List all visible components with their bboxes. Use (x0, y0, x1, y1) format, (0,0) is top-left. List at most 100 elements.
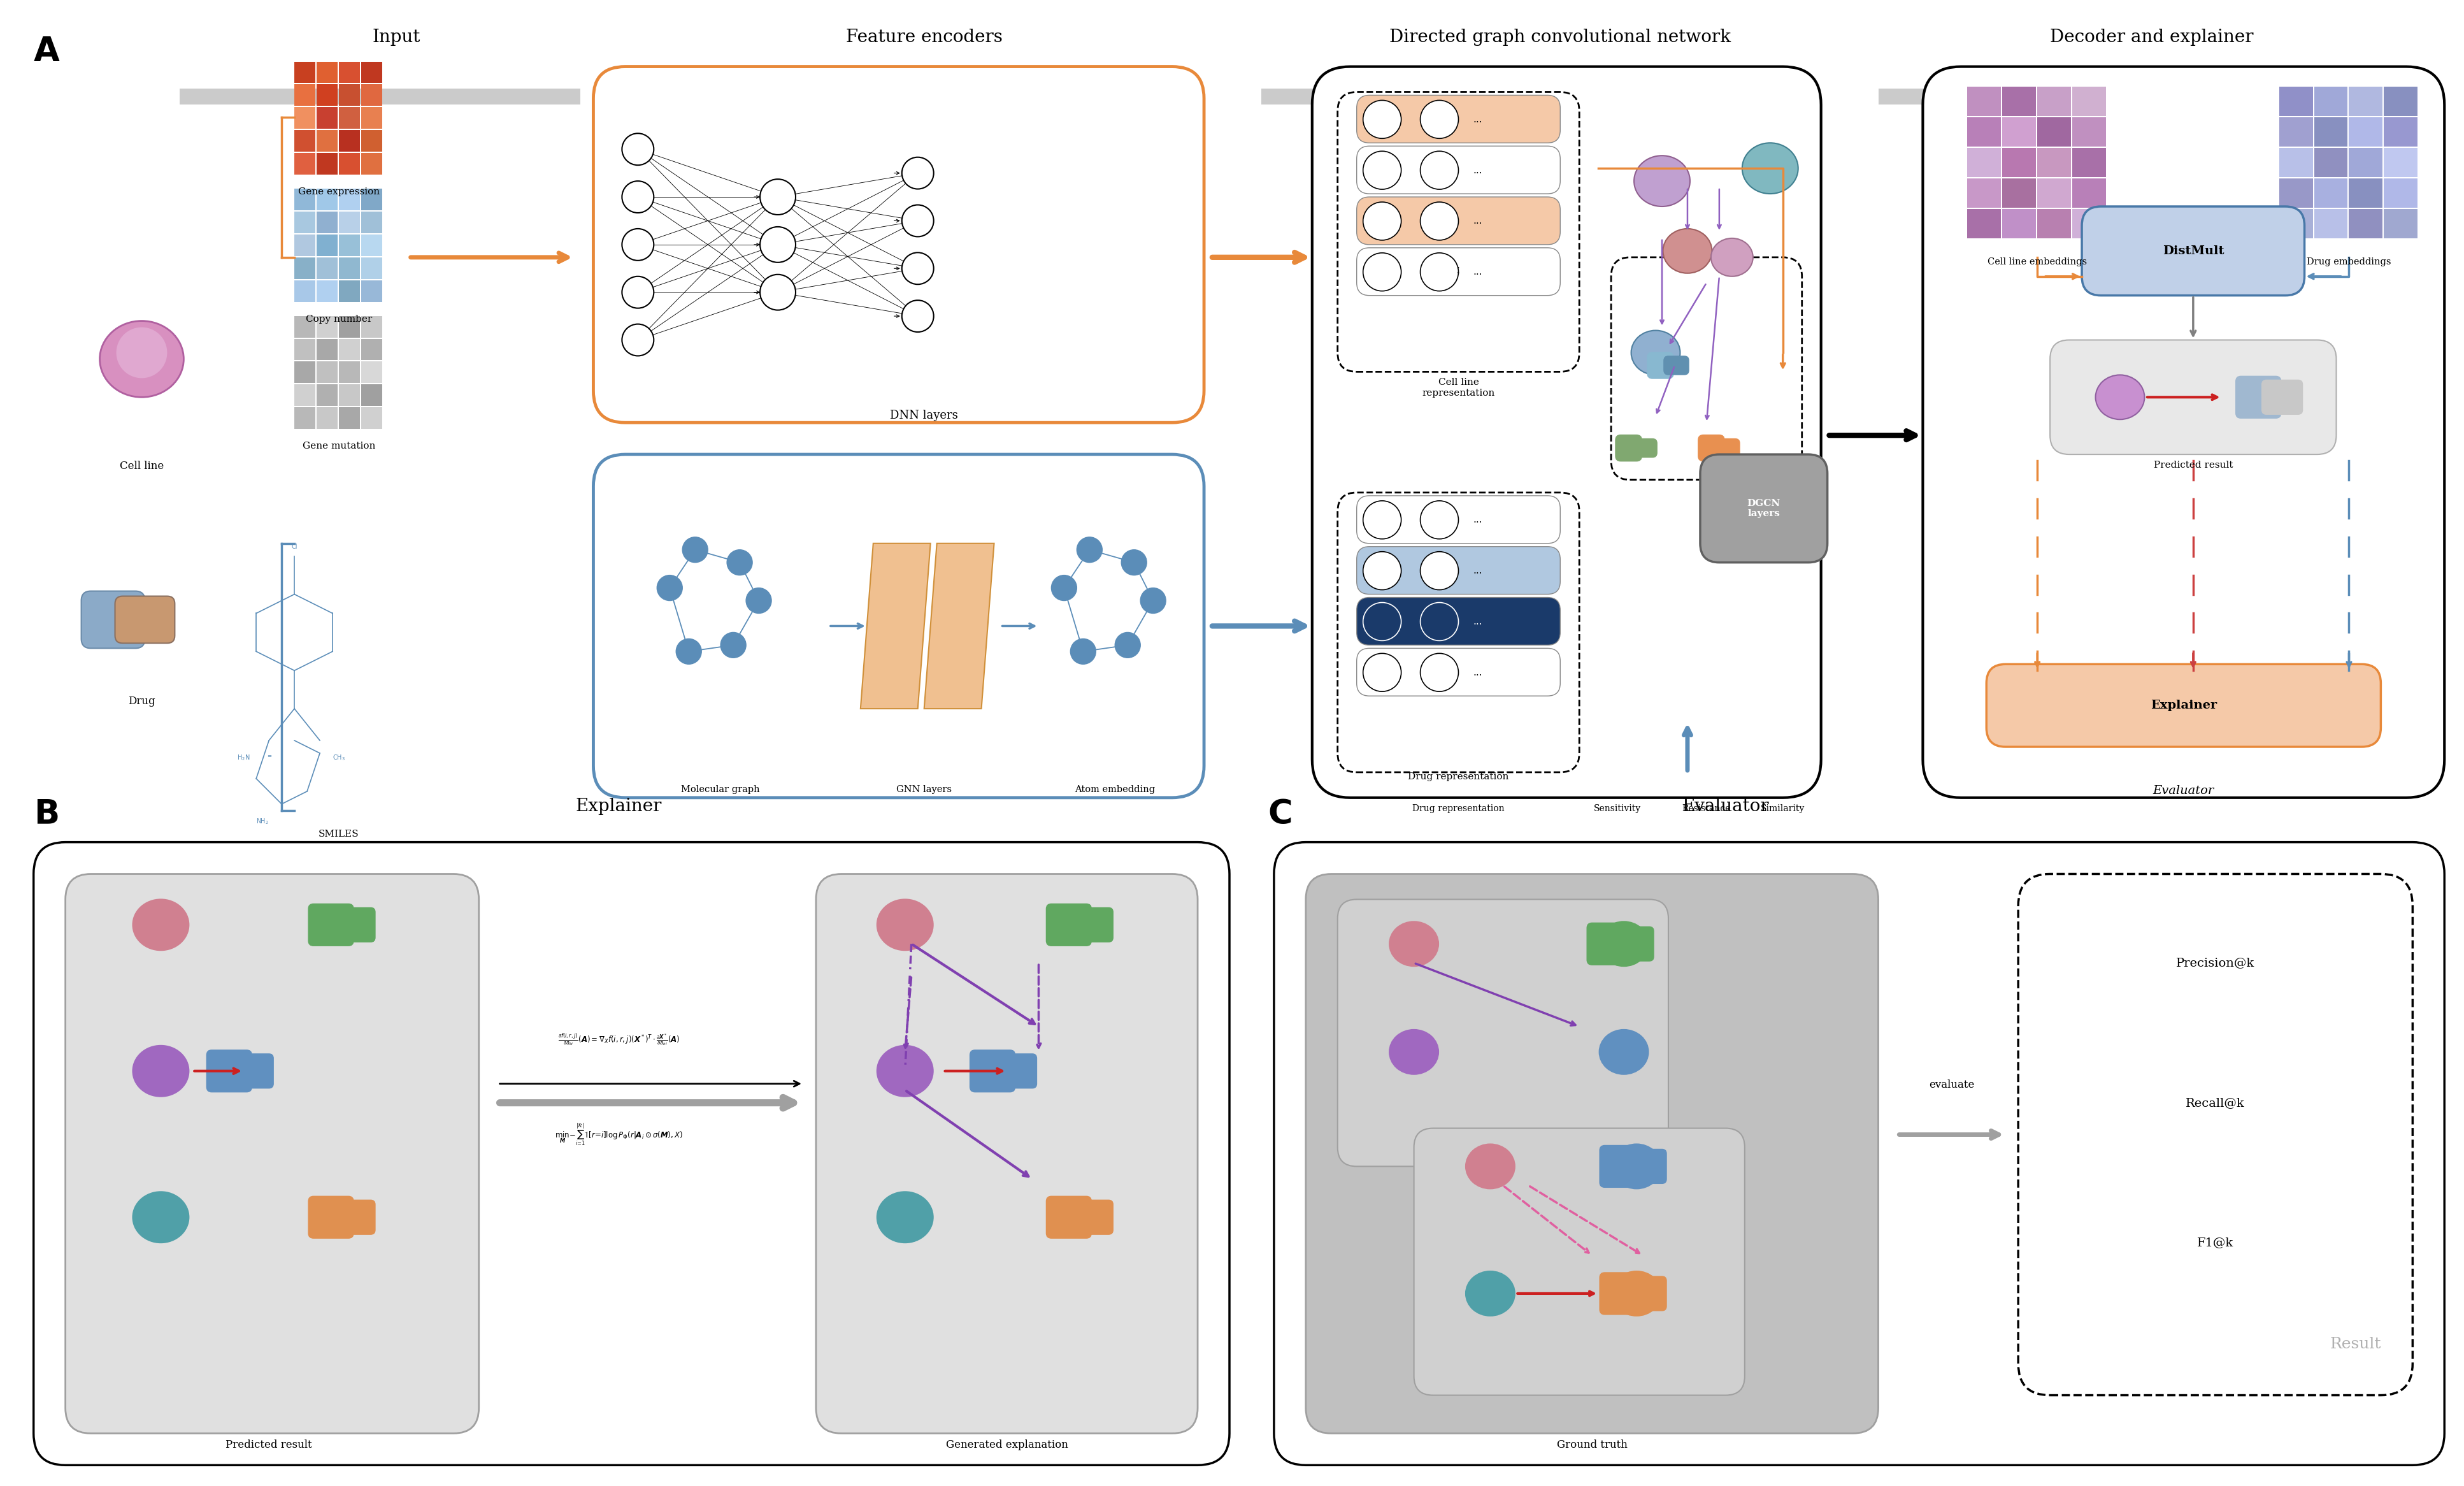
Circle shape (759, 180, 796, 215)
Bar (340, 189, 360, 211)
Text: :: : (1456, 265, 1461, 276)
FancyBboxPatch shape (1274, 843, 2444, 1465)
Polygon shape (924, 544, 993, 709)
Circle shape (759, 227, 796, 263)
Circle shape (1363, 501, 1402, 539)
FancyBboxPatch shape (1663, 357, 1688, 374)
Ellipse shape (1599, 1030, 1648, 1074)
Bar (340, 339, 360, 360)
Bar (340, 235, 360, 256)
Bar (362, 281, 382, 302)
Bar (362, 361, 382, 383)
FancyBboxPatch shape (1072, 908, 1114, 942)
Bar (340, 85, 360, 106)
Bar (293, 257, 315, 279)
Bar (2038, 88, 2072, 116)
Bar (293, 317, 315, 337)
FancyBboxPatch shape (1072, 1201, 1114, 1235)
Ellipse shape (1611, 1144, 1661, 1189)
Text: A: A (34, 34, 59, 68)
Bar (2279, 88, 2314, 116)
Circle shape (1419, 654, 1459, 691)
Text: Drug: Drug (128, 695, 155, 707)
Text: Gene mutation: Gene mutation (303, 441, 375, 450)
Bar (2072, 210, 2107, 238)
Circle shape (1363, 100, 1402, 138)
Text: Feature encoders: Feature encoders (845, 28, 1003, 46)
Text: Similarity: Similarity (1762, 804, 1806, 813)
FancyBboxPatch shape (1631, 438, 1656, 458)
Circle shape (1419, 152, 1459, 189)
Bar (1966, 149, 2001, 177)
Text: Sensitivity: Sensitivity (1594, 804, 1641, 813)
Circle shape (675, 639, 702, 664)
FancyBboxPatch shape (308, 1196, 352, 1238)
Text: Cell line: Cell line (121, 461, 163, 471)
Text: F1@k: F1@k (2198, 1236, 2235, 1248)
Bar (293, 61, 315, 83)
Bar (318, 235, 338, 256)
Bar (362, 407, 382, 429)
Circle shape (1363, 551, 1402, 590)
Circle shape (902, 253, 934, 284)
FancyBboxPatch shape (1698, 435, 1725, 461)
FancyBboxPatch shape (116, 596, 175, 643)
Text: Drug representation: Drug representation (1407, 773, 1508, 782)
Bar (2003, 149, 2035, 177)
Circle shape (1363, 654, 1402, 691)
Bar (362, 235, 382, 256)
Bar (180, 89, 582, 104)
FancyBboxPatch shape (1599, 1272, 1646, 1315)
Ellipse shape (133, 1046, 190, 1097)
FancyBboxPatch shape (34, 843, 1230, 1465)
Bar (318, 131, 338, 152)
Ellipse shape (1611, 1271, 1661, 1315)
Bar (2348, 117, 2383, 147)
FancyBboxPatch shape (2082, 207, 2304, 296)
FancyBboxPatch shape (1358, 95, 1560, 143)
Text: evaluate: evaluate (1929, 1079, 1974, 1091)
Bar (318, 339, 338, 360)
Bar (293, 153, 315, 175)
Bar (2385, 178, 2417, 208)
FancyBboxPatch shape (2235, 376, 2282, 418)
Circle shape (1419, 100, 1459, 138)
Bar (340, 107, 360, 129)
Bar (2385, 210, 2417, 238)
Text: Result: Result (2331, 1337, 2380, 1352)
Circle shape (759, 275, 796, 311)
Circle shape (1114, 633, 1141, 658)
Text: Atom embedding: Atom embedding (1074, 785, 1156, 794)
Text: $\frac{\partial f(i,r,j)}{\partial a_{kl}}(\boldsymbol{A}) = \nabla_X f(i,r,j)(\: $\frac{\partial f(i,r,j)}{\partial a_{kl… (557, 1031, 680, 1046)
FancyBboxPatch shape (1922, 67, 2444, 798)
FancyBboxPatch shape (1626, 1276, 1666, 1311)
Bar (2072, 149, 2107, 177)
FancyBboxPatch shape (1047, 903, 1092, 945)
Text: ...: ... (1473, 516, 1483, 525)
Bar (1262, 89, 1814, 104)
FancyBboxPatch shape (1648, 352, 1673, 379)
Bar (1966, 210, 2001, 238)
Text: ...: ... (1473, 267, 1483, 276)
Bar (318, 85, 338, 106)
Ellipse shape (1390, 921, 1439, 966)
Bar (362, 317, 382, 337)
Circle shape (116, 327, 168, 377)
Bar (2003, 88, 2035, 116)
Circle shape (1419, 253, 1459, 291)
FancyBboxPatch shape (207, 1051, 251, 1092)
Text: DistMult: DistMult (2163, 245, 2225, 257)
Circle shape (1363, 253, 1402, 291)
FancyBboxPatch shape (1414, 1128, 1745, 1395)
Text: ≡: ≡ (266, 753, 271, 759)
Bar (2314, 178, 2348, 208)
Text: ...: ... (1473, 667, 1483, 678)
Bar (362, 61, 382, 83)
FancyBboxPatch shape (1587, 923, 1631, 964)
FancyBboxPatch shape (1358, 496, 1560, 544)
FancyBboxPatch shape (995, 1054, 1037, 1088)
FancyBboxPatch shape (2018, 874, 2412, 1395)
Text: Directed graph convolutional network: Directed graph convolutional network (1390, 28, 1732, 46)
Bar (362, 257, 382, 279)
FancyBboxPatch shape (308, 903, 352, 945)
